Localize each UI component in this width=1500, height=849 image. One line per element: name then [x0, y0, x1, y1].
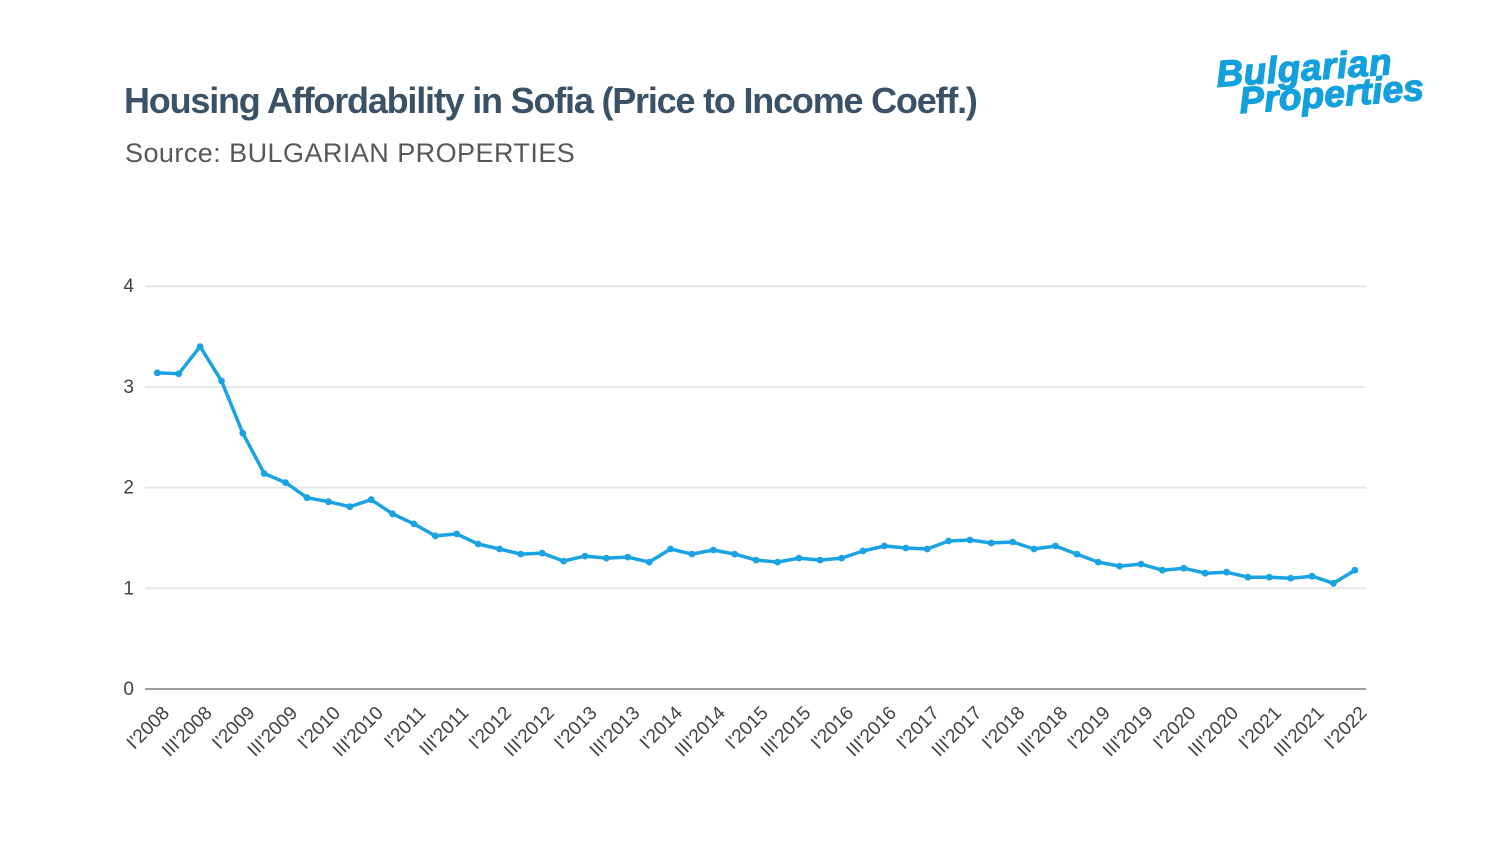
svg-text:4: 4	[123, 276, 134, 297]
svg-text:1: 1	[123, 578, 134, 599]
svg-text:3: 3	[123, 377, 134, 398]
svg-text:I'2022: I'2022	[1320, 703, 1371, 754]
svg-text:III'2011: III'2011	[416, 703, 474, 761]
svg-text:2: 2	[123, 478, 134, 499]
svg-text:0: 0	[123, 679, 134, 700]
